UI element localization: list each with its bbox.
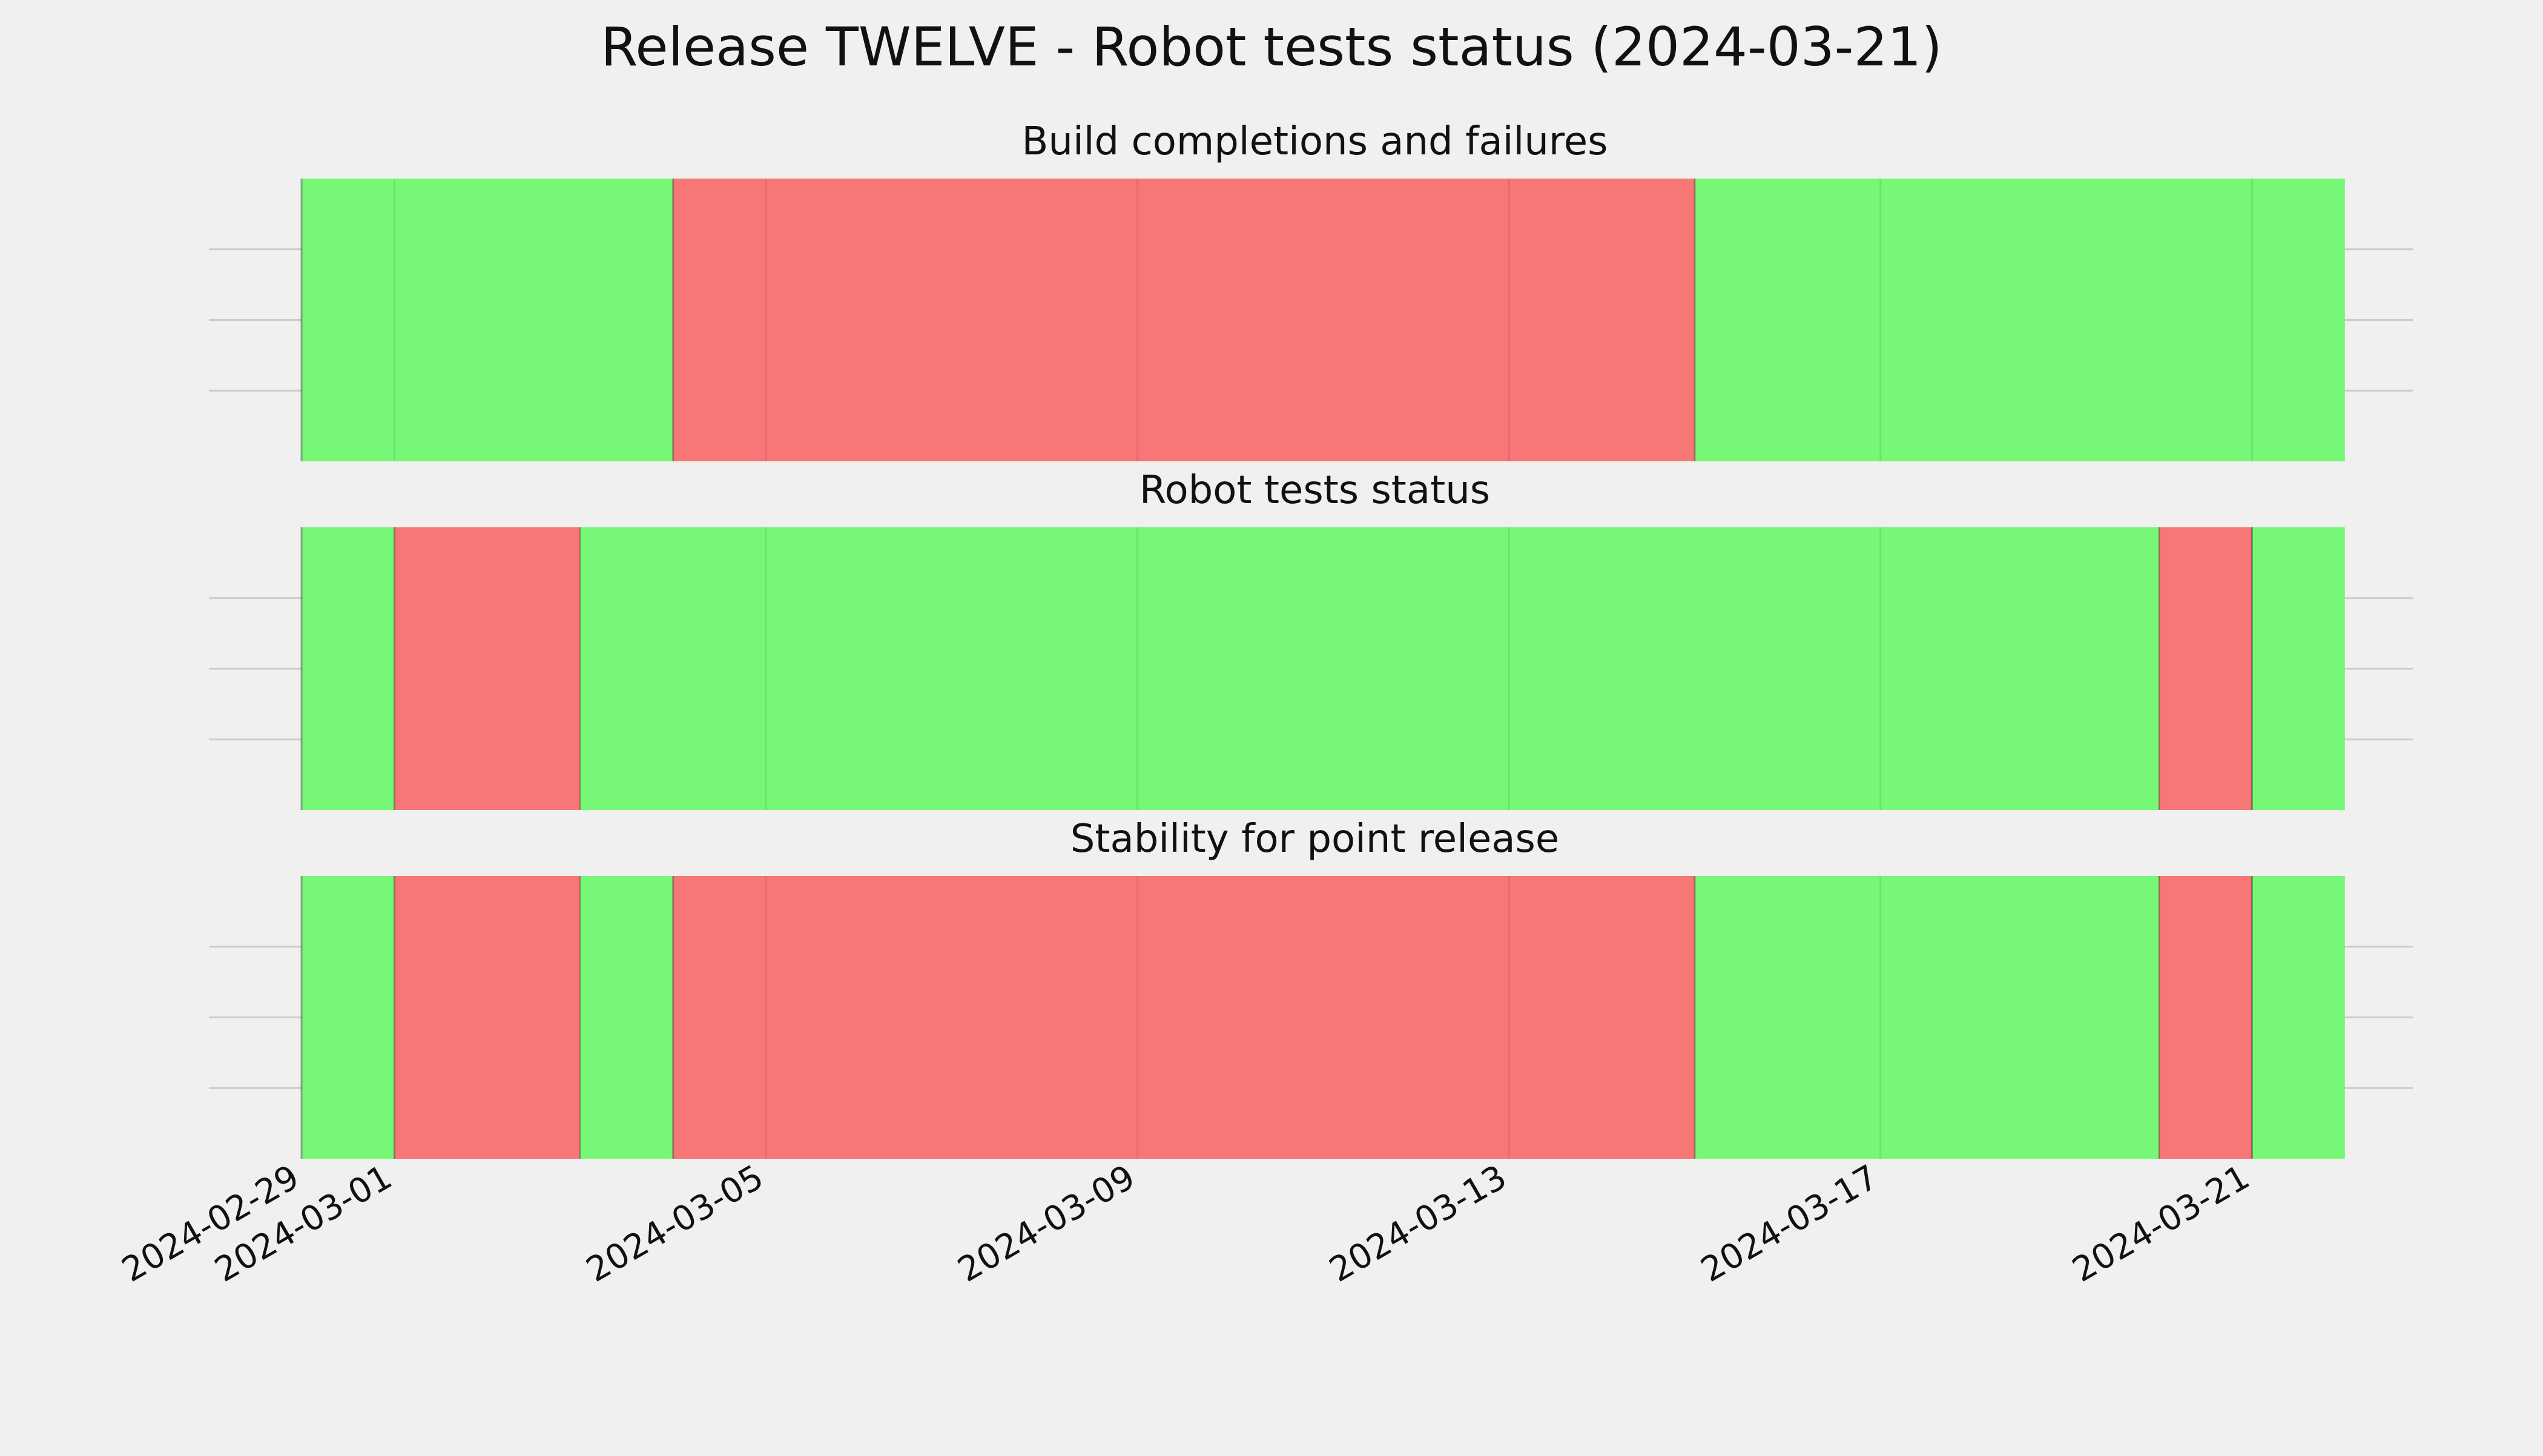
status-segment-pass: [580, 527, 2160, 810]
status-segment-fail: [2159, 527, 2252, 810]
status-segment-fail: [673, 876, 1695, 1159]
status-segment-pass: [302, 179, 673, 461]
panel-2: Robot tests status: [209, 468, 2413, 810]
status-segment-pass: [580, 876, 673, 1159]
status-segment-fail: [394, 876, 581, 1159]
panel-title: Stability for point release: [1070, 817, 1560, 861]
status-segment-pass: [2252, 527, 2345, 810]
status-segment-fail: [2159, 876, 2252, 1159]
status-segment-pass: [302, 876, 395, 1159]
panel-title: Build completions and failures: [1022, 119, 1608, 164]
panels-group: Build completions and failures Robot test…: [209, 119, 2413, 1159]
panel-1: Build completions and failures: [209, 119, 2413, 461]
figure-title: Release TWELVE - Robot tests status (202…: [601, 16, 1942, 78]
status-segment-pass: [1695, 179, 2345, 461]
status-segment-pass: [302, 527, 395, 810]
status-segment-fail: [394, 527, 581, 810]
panel-title: Robot tests status: [1140, 468, 1490, 513]
status-segment-pass: [2252, 876, 2345, 1159]
status-segment-pass: [1695, 876, 2159, 1159]
panel-3: Stability for point release: [209, 817, 2413, 1159]
status-segment-fail: [673, 179, 1695, 461]
